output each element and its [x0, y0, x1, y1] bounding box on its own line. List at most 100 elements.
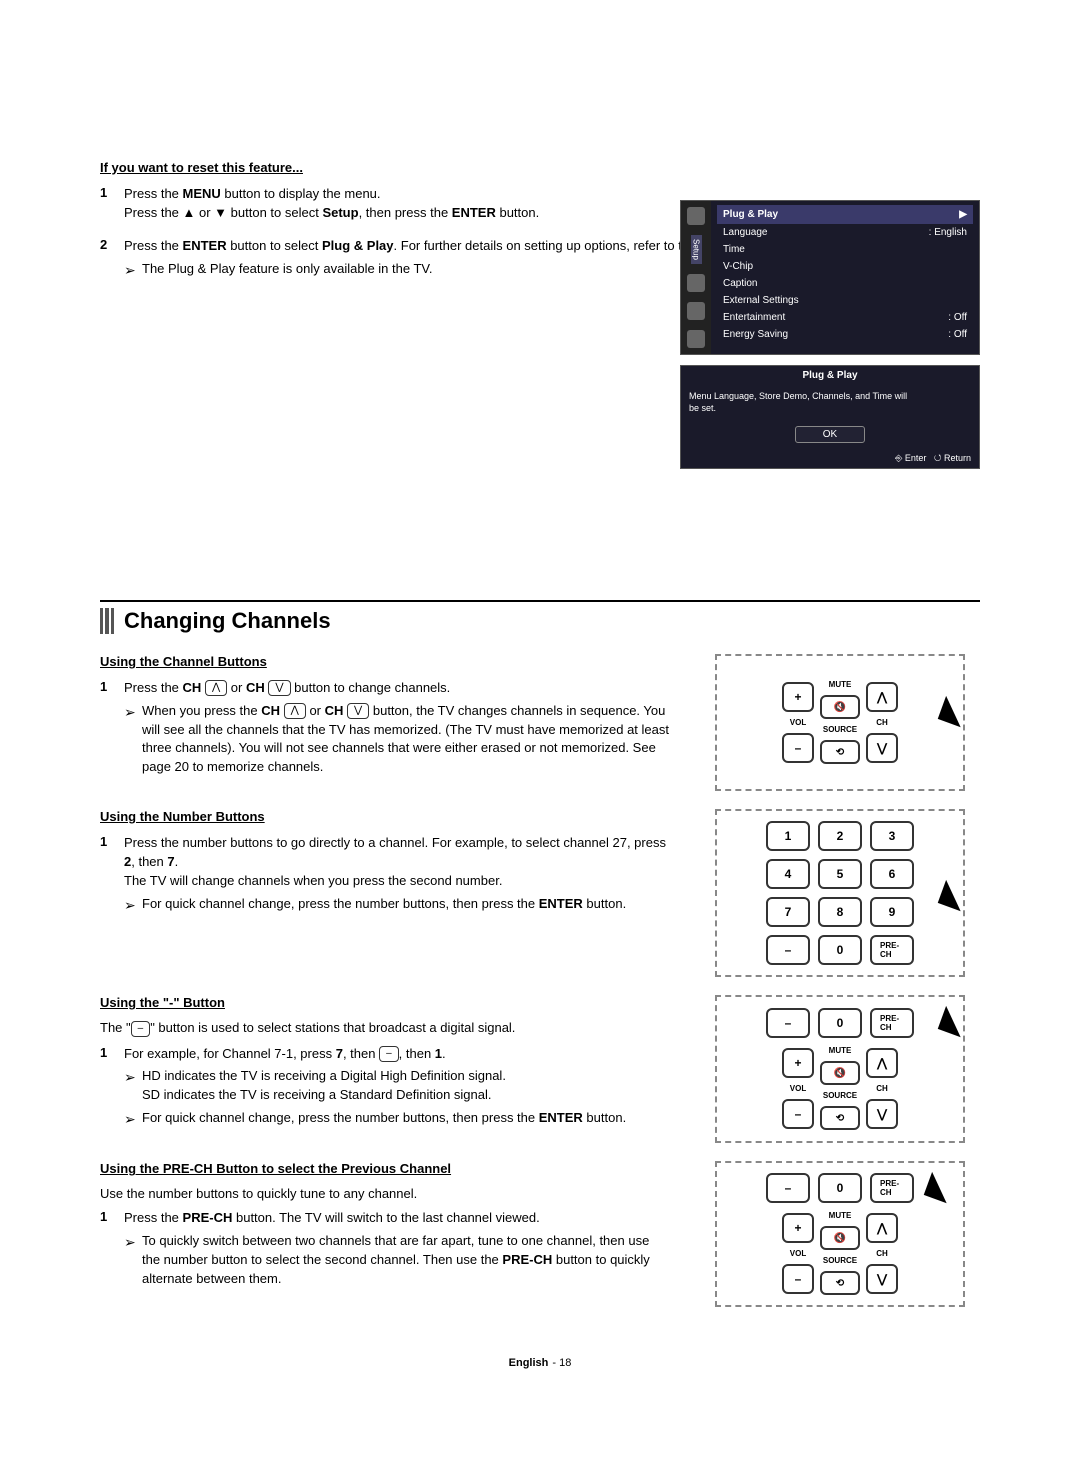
vol-up-button: + — [782, 1213, 814, 1243]
osd-ok-button: OK — [795, 426, 865, 443]
prech-button: PRE-CH — [870, 935, 914, 965]
ch-up-icon: ⋀ — [205, 680, 227, 696]
vol-down-button: – — [782, 733, 814, 763]
note-arrow-icon: ➢ — [124, 895, 142, 915]
osd-icon — [687, 330, 705, 348]
setup-osd-figure: Setup Plug & Play▶ Language: EnglishTime… — [680, 200, 980, 469]
osd-row: Energy Saving: Off — [717, 326, 973, 343]
digit-5-button: 5 — [818, 859, 862, 889]
mute-button: 🔇 — [820, 695, 860, 719]
note-arrow-icon: ➢ — [124, 1232, 142, 1252]
remote-numpad-figure: 123456789 – 0 PRE-CH ◣ — [715, 809, 965, 977]
note-arrow-icon: ➢ — [124, 702, 142, 722]
digit-2-button: 2 — [818, 821, 862, 851]
num-buttons-heading: Using the Number Buttons — [100, 809, 670, 824]
digit-6-button: 6 — [870, 859, 914, 889]
vol-down-button: – — [782, 1099, 814, 1129]
osd-icon — [687, 274, 705, 292]
osd-row: V-Chip — [717, 258, 973, 275]
remote-prech-figure: – 0 PRE-CH + VOL – MUTE 🔇 SOURCE ⟲ ⋀ — [715, 1161, 965, 1307]
osd-row: Caption — [717, 275, 973, 292]
ch-down-button: ⋁ — [866, 733, 898, 763]
digit-4-button: 4 — [766, 859, 810, 889]
mute-button: 🔇 — [820, 1061, 860, 1085]
page-footer: English- 18 — [100, 1357, 980, 1369]
pointer-arrow-icon: ◣ — [923, 1163, 959, 1207]
ch-down-button: ⋁ — [866, 1264, 898, 1294]
osd-header: Plug & Play — [723, 209, 778, 220]
digit-9-button: 9 — [870, 897, 914, 927]
dash-button: – — [766, 1008, 810, 1038]
digit-0-button: 0 — [818, 1173, 862, 1203]
source-label: SOURCE — [823, 1091, 857, 1100]
dash-intro: The "–" button is used to select station… — [100, 1020, 670, 1037]
pointer-arrow-icon: ◣ — [937, 687, 973, 731]
ch-up-button: ⋀ — [866, 682, 898, 712]
pointer-arrow-icon: ◣ — [937, 997, 973, 1041]
osd-row: Entertainment: Off — [717, 309, 973, 326]
ch-label: CH — [876, 718, 888, 727]
ch-down-icon: ⋁ — [347, 703, 369, 719]
note-arrow-icon: ➢ — [124, 1067, 142, 1087]
prech-intro: Use the number buttons to quickly tune t… — [100, 1186, 670, 1201]
remote-dash-figure: – 0 PRE-CH + VOL – MUTE 🔇 SOURCE ⟲ ⋀ — [715, 995, 965, 1143]
osd-footer-enter: Enter — [905, 453, 927, 463]
digit-7-button: 7 — [766, 897, 810, 927]
osd-icon — [687, 207, 705, 225]
source-button: ⟲ — [820, 1106, 860, 1130]
note-arrow-icon: ➢ — [124, 260, 142, 280]
osd-icon — [687, 302, 705, 320]
step-body: For example, for Channel 7-1, press 7, t… — [124, 1045, 670, 1130]
vol-label: VOL — [790, 1084, 806, 1093]
digit-1-button: 1 — [766, 821, 810, 851]
osd-popup-title: Plug & Play — [681, 366, 979, 385]
mute-label: MUTE — [829, 1211, 852, 1220]
vol-up-button: + — [782, 682, 814, 712]
step-body: Press the CH ⋀ or CH ⋁ button to change … — [124, 679, 670, 777]
section-divider: Changing Channels — [100, 600, 980, 634]
ch-up-icon: ⋀ — [284, 703, 306, 719]
digit-8-button: 8 — [818, 897, 862, 927]
vol-label: VOL — [790, 1249, 806, 1258]
step-number: 1 — [100, 185, 124, 223]
vol-label: VOL — [790, 718, 806, 727]
source-button: ⟲ — [820, 740, 860, 764]
mute-button: 🔇 — [820, 1226, 860, 1250]
reset-heading: If you want to reset this feature... — [100, 160, 980, 175]
osd-popup-body: Menu Language, Store Demo, Channels, and… — [681, 385, 979, 420]
vol-up-button: + — [782, 1048, 814, 1078]
step-number: 1 — [100, 834, 124, 915]
digit-0-button: 0 — [818, 1008, 862, 1038]
pointer-arrow-icon: ◣ — [937, 871, 973, 915]
ch-down-icon: ⋁ — [268, 680, 290, 696]
section-title: Changing Channels — [124, 608, 331, 634]
source-button: ⟲ — [820, 1271, 860, 1295]
step-body: Press the number buttons to go directly … — [124, 834, 670, 915]
digit-3-button: 3 — [870, 821, 914, 851]
ch-down-button: ⋁ — [866, 1099, 898, 1129]
note-arrow-icon: ➢ — [124, 1109, 142, 1129]
dash-button: – — [766, 1173, 810, 1203]
ch-up-button: ⋀ — [866, 1213, 898, 1243]
step-number: 1 — [100, 679, 124, 777]
ch-buttons-heading: Using the Channel Buttons — [100, 654, 670, 669]
osd-row: Language: English — [717, 224, 973, 241]
dash-icon: – — [131, 1021, 151, 1037]
remote-vol-ch-figure: + VOL – MUTE 🔇 SOURCE ⟲ ⋀ CH ⋁ ◣ — [715, 654, 965, 791]
step-number: 1 — [100, 1209, 124, 1288]
step-number: 2 — [100, 237, 124, 280]
mute-label: MUTE — [829, 1046, 852, 1055]
source-label: SOURCE — [823, 1256, 857, 1265]
source-label: SOURCE — [823, 725, 857, 734]
title-bars-icon — [100, 608, 114, 634]
osd-row: Time — [717, 241, 973, 258]
osd-row: External Settings — [717, 292, 973, 309]
step-number: 1 — [100, 1045, 124, 1130]
ch-label: CH — [876, 1249, 888, 1258]
prech-button: PRE-CH — [870, 1008, 914, 1038]
mute-label: MUTE — [829, 680, 852, 689]
ch-label: CH — [876, 1084, 888, 1093]
prech-button: PRE-CH — [870, 1173, 914, 1203]
ch-up-button: ⋀ — [866, 1048, 898, 1078]
vol-down-button: – — [782, 1264, 814, 1294]
